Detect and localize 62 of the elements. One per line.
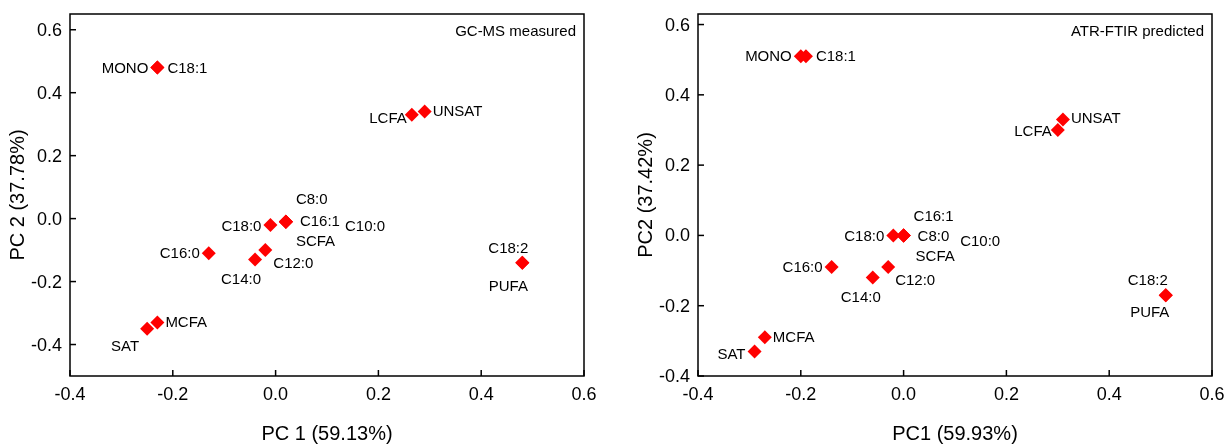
annotation: PUFA: [488, 276, 528, 294]
x-tick-label: 0.2: [993, 384, 1019, 404]
annotation: C18:2: [488, 238, 529, 256]
x-tick-label: 0.0: [891, 384, 917, 404]
annotation: LCFA: [1014, 121, 1052, 139]
annotation: MCFA: [165, 313, 208, 331]
y-tick-label: -0.4: [658, 366, 690, 386]
annotation: UNSAT: [432, 101, 483, 119]
annotation: C16:1: [299, 211, 340, 229]
x-tick-label: 0.4: [1096, 384, 1122, 404]
y-tick-label: 0.6: [36, 19, 62, 40]
annotation: MCFA: [772, 328, 815, 346]
annotation: C18:0: [221, 216, 262, 234]
annotation: GC-MS measured: [455, 22, 576, 39]
annotation: SCFA: [915, 247, 955, 265]
annotation: C10:0: [344, 217, 386, 235]
annotation: MONO: [745, 47, 792, 65]
y-axis-title: PC 2 (37.78%): [6, 129, 28, 261]
annotation: C12:0: [273, 254, 314, 272]
annotation: C16:0: [159, 244, 200, 262]
x-tick-label: 0.0: [263, 384, 289, 404]
annotation: C16:1: [913, 207, 954, 225]
annotation: C18:1: [815, 47, 856, 65]
x-tick-label: -0.2: [157, 384, 189, 404]
annotation: MONO: [101, 58, 149, 76]
y-tick-label: -0.2: [30, 271, 62, 292]
annotation: PUFA: [1130, 303, 1170, 321]
annotation: C18:1: [167, 58, 208, 76]
y-tick-label: 0.4: [36, 82, 62, 103]
x-axis-title: PC1 (59.93%): [892, 422, 1018, 444]
x-tick-label: 0.4: [468, 384, 494, 404]
x-tick-label: 0.2: [365, 384, 391, 404]
y-axis-title: PC2 (37.42%): [634, 132, 656, 258]
y-tick-label: -0.4: [30, 334, 62, 355]
x-tick-label: -0.4: [54, 384, 86, 404]
y-tick-label: 0.0: [664, 225, 690, 246]
annotation: C12:0: [895, 271, 936, 289]
y-tick-label: 0.2: [664, 155, 690, 176]
y-tick-label: 0.4: [664, 84, 690, 105]
annotation: LCFA: [369, 108, 407, 126]
annotation: C14:0: [221, 269, 262, 287]
annotation: C16:0: [782, 258, 823, 276]
x-axis-title: PC 1 (59.13%): [261, 422, 393, 444]
y-tick-label: -0.2: [658, 295, 690, 316]
annotation: SCFA: [295, 231, 336, 249]
x-tick-label: -0.2: [785, 384, 817, 404]
annotation: UNSAT: [1070, 109, 1121, 127]
x-tick-label: 0.6: [571, 384, 597, 404]
annotation: C8:0: [917, 227, 950, 245]
annotation: C18:2: [1127, 271, 1168, 289]
annotation: C10:0: [960, 231, 1001, 249]
annotation: C8:0: [295, 189, 328, 207]
annotation: ATR-FTIR predicted: [1070, 22, 1204, 39]
y-tick-label: 0.2: [36, 145, 62, 166]
annotation: C14:0: [840, 287, 881, 305]
x-tick-label: 0.6: [1199, 384, 1225, 404]
annotation: C18:0: [844, 227, 885, 245]
annotation: SAT: [717, 345, 746, 363]
y-tick-label: 0.6: [664, 14, 690, 35]
x-tick-label: -0.4: [682, 384, 714, 404]
annotation: SAT: [111, 336, 140, 354]
y-tick-label: 0.0: [36, 208, 62, 229]
